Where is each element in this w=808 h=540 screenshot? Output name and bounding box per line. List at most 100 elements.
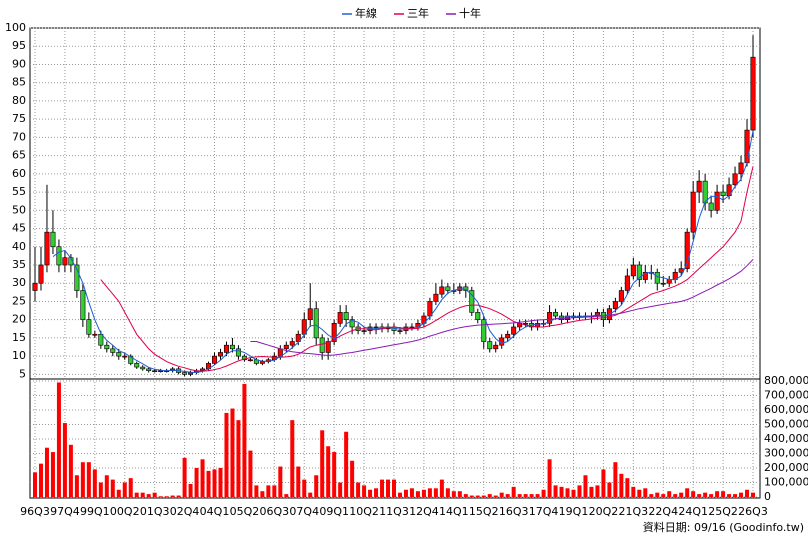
candle-body [690, 191, 696, 233]
candle-body [427, 301, 433, 317]
candle-body [80, 290, 86, 320]
volume-bar [493, 495, 498, 497]
candle-body [475, 312, 481, 320]
candle-body [182, 372, 188, 375]
volume-bar [368, 489, 373, 497]
candle-body [152, 370, 158, 373]
y-tick-label: 5 [19, 367, 26, 380]
y-tick-label: 90 [12, 57, 26, 70]
volume-bar [374, 488, 379, 497]
volume-bar [110, 479, 115, 497]
candle-body [38, 264, 44, 284]
candle-body [122, 355, 128, 358]
candle-body [630, 264, 636, 277]
volume-bar [529, 494, 534, 497]
y-tick-label: 40 [12, 240, 26, 253]
y-tick-label: 85 [12, 76, 26, 89]
volume-bar [559, 486, 564, 497]
volume-bar [218, 468, 223, 497]
volume-bar [631, 486, 636, 497]
volume-bar [362, 485, 367, 497]
candle-body [235, 348, 241, 357]
volume-bar [50, 452, 55, 497]
candle-body [744, 129, 750, 164]
candle-body [439, 286, 445, 295]
volume-bar [673, 494, 678, 497]
footer: 資料日期: 09/16 (Goodinfo.tw) [643, 520, 804, 534]
volume-bar [224, 412, 229, 497]
candle-body [714, 191, 720, 211]
volume-bar [655, 492, 660, 497]
ma-line [52, 130, 754, 374]
volume-bar [158, 496, 163, 497]
volume-bar [344, 431, 349, 497]
candle-body [86, 319, 92, 335]
candle-body [732, 173, 738, 186]
legend-label: 三年 [407, 6, 429, 20]
y2-tick-label: 0 [764, 490, 771, 503]
volume-bar [721, 491, 726, 497]
volume-bar [517, 494, 522, 497]
volume-bar [308, 492, 313, 497]
x-tick-label: 12Q4 [409, 505, 439, 518]
volume-bar [595, 485, 600, 497]
candle-body [313, 308, 319, 339]
y-tick-label: 50 [12, 203, 26, 216]
volume-bar [386, 479, 391, 497]
volume-bar [248, 450, 253, 497]
x-tick-label: 24Q1 [678, 505, 708, 518]
x-tick-label: 00Q2 [110, 505, 140, 518]
candle-body [469, 290, 475, 313]
volume-bar [553, 485, 558, 497]
volume-bar [511, 486, 516, 497]
y-tick-label: 45 [12, 222, 26, 235]
volume-bar [691, 491, 696, 497]
volume-bar [206, 470, 211, 497]
candle-body [696, 180, 702, 193]
volume-bar [320, 430, 325, 497]
volume-bar [122, 482, 127, 497]
y-tick-label: 30 [12, 276, 26, 289]
volume-bar [284, 494, 289, 497]
volume-bar [242, 383, 247, 497]
volume-bar [715, 491, 720, 497]
volume-bar [260, 491, 265, 497]
volume-bar [739, 492, 744, 497]
candle-body [547, 312, 553, 324]
candle-body [146, 368, 152, 372]
candle-body [636, 264, 642, 280]
volume-bar [679, 492, 684, 497]
x-tick-label: 14Q1 [439, 505, 469, 518]
x-tick-label: 19Q1 [559, 505, 589, 518]
volume-bar [613, 462, 618, 497]
volume-bar [643, 488, 648, 497]
candle-body [553, 312, 559, 317]
candle-body [750, 56, 756, 131]
volume-bar [535, 494, 540, 497]
candle-body [128, 355, 134, 364]
volume-bar [427, 488, 432, 497]
candle-body [32, 282, 38, 291]
x-tick-label: 05Q2 [230, 505, 260, 518]
candle-body [74, 264, 80, 291]
candle-body [511, 326, 517, 335]
candle-body [618, 290, 624, 302]
candle-body [523, 323, 529, 325]
ma-line [100, 166, 754, 372]
volume-bar [445, 488, 450, 497]
volume-bar [326, 446, 331, 497]
volume-bar [727, 494, 732, 497]
volume-bar [146, 494, 151, 497]
volume-bar [176, 495, 181, 497]
volume-bar [463, 494, 468, 497]
y-tick-label: 10 [12, 349, 26, 362]
candle-body [481, 319, 487, 342]
x-tick-label: 22Q4 [648, 505, 678, 518]
volume-bar [397, 492, 402, 497]
volume-bar [703, 492, 708, 497]
volume-bar [104, 475, 109, 497]
volume-bar [541, 489, 546, 497]
candle-body [445, 286, 451, 291]
x-tick-label: 01Q3 [140, 505, 170, 518]
volume-bar [302, 479, 307, 497]
